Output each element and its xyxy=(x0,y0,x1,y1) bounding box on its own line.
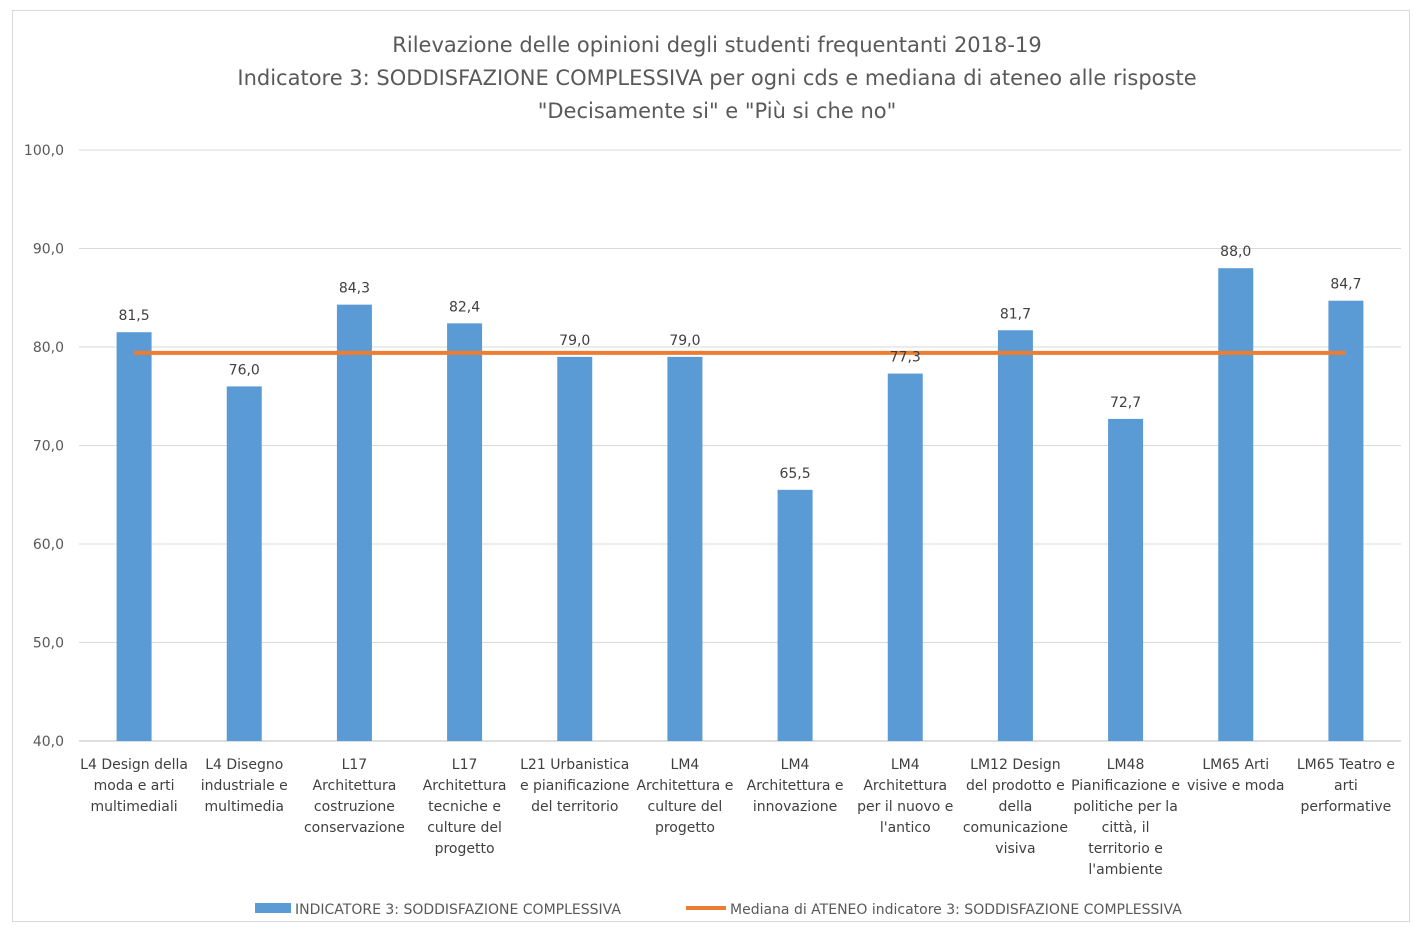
chart-title-line-1: Rilevazione delle opinioni degli student… xyxy=(392,33,1041,57)
data-label: 88,0 xyxy=(1220,244,1251,260)
y-tick-label: 60,0 xyxy=(33,537,64,553)
y-tick-label: 40,0 xyxy=(33,734,64,750)
data-labels: 81,5 76,0 84,3 82,4 79,0 79,0 65,5 77,3 81,7 72,7… xyxy=(118,244,1361,482)
bar xyxy=(887,373,923,741)
bar xyxy=(226,386,262,741)
gridlines xyxy=(79,149,1401,742)
data-label: 79,0 xyxy=(669,333,700,349)
data-label: 84,7 xyxy=(1330,277,1361,293)
data-label: 84,3 xyxy=(339,281,370,297)
data-label: 81,5 xyxy=(118,308,149,324)
bar xyxy=(336,304,372,741)
x-tick-label: LM4 Architettura per il nuovo e l'antico xyxy=(857,757,953,836)
x-axis: L4 Design della moda e arti multimedialiL4… xyxy=(80,757,1395,878)
x-tick-label: LM12 Design del prodotto e della comunicazi… xyxy=(963,757,1068,857)
y-tick-label: 100,0 xyxy=(24,143,64,159)
bar xyxy=(1218,268,1254,741)
y-tick-label: 70,0 xyxy=(33,439,64,455)
bar xyxy=(116,332,152,741)
x-tick-label: LM65 Teatro e arti performative xyxy=(1297,757,1395,815)
bar xyxy=(667,356,703,741)
x-tick-label: LM4 Architettura e innovazione xyxy=(747,757,844,815)
y-axis: 40,0 50,0 60,0 70,0 80,0 90,0 100,0 xyxy=(24,143,64,750)
bar-series xyxy=(116,268,1364,741)
chart-title: Rilevazione delle opinioni degli student… xyxy=(237,33,1196,123)
legend-label-bar: INDICATORE 3: SODDISFAZIONE COMPLESSIVA xyxy=(295,902,621,918)
data-label: 82,4 xyxy=(449,299,480,315)
x-tick-label: L17 Architettura costruzione conservazione xyxy=(304,757,405,836)
chart-frame xyxy=(12,10,1410,922)
bar xyxy=(1108,418,1144,741)
data-label: 72,7 xyxy=(1110,395,1141,411)
x-tick-label: L4 Disegno industriale e multimedia xyxy=(201,757,288,815)
legend-label-line: Mediana di ATENEO indicatore 3: SODDISFA… xyxy=(730,902,1182,918)
data-label: 76,0 xyxy=(229,362,260,378)
bar xyxy=(777,489,813,741)
x-tick-label: L21 Urbanistica e pianificazione del terri… xyxy=(520,757,630,815)
y-tick-label: 50,0 xyxy=(33,636,64,652)
bar xyxy=(447,323,483,741)
legend: INDICATORE 3: SODDISFAZIONE COMPLESSIVA … xyxy=(255,902,1182,918)
bar xyxy=(1328,300,1364,741)
x-tick-label: L4 Design della moda e arti multimediali xyxy=(80,757,188,815)
data-label: 65,5 xyxy=(779,466,810,482)
x-tick-label: LM48 Pianificazione e politiche per la citt… xyxy=(1071,757,1180,878)
legend-swatch-bar xyxy=(255,903,291,913)
x-tick-label: LM65 Arti visive e moda xyxy=(1187,757,1284,794)
bar xyxy=(557,356,593,741)
x-tick-label: LM4 Architettura e culture del progetto xyxy=(636,757,733,836)
bar xyxy=(997,330,1033,741)
data-label: 81,7 xyxy=(1000,306,1031,322)
data-label: 77,3 xyxy=(890,350,921,366)
chart-title-line-3: "Decisamente si" e "Più si che no" xyxy=(538,99,897,123)
y-tick-label: 80,0 xyxy=(33,340,64,356)
x-tick-label: L17 Architettura tecniche e culture del prog… xyxy=(423,757,507,857)
data-label: 79,0 xyxy=(559,333,590,349)
chart-title-line-2: Indicatore 3: SODDISFAZIONE COMPLESSIVA … xyxy=(237,66,1196,90)
y-tick-label: 90,0 xyxy=(33,242,64,258)
